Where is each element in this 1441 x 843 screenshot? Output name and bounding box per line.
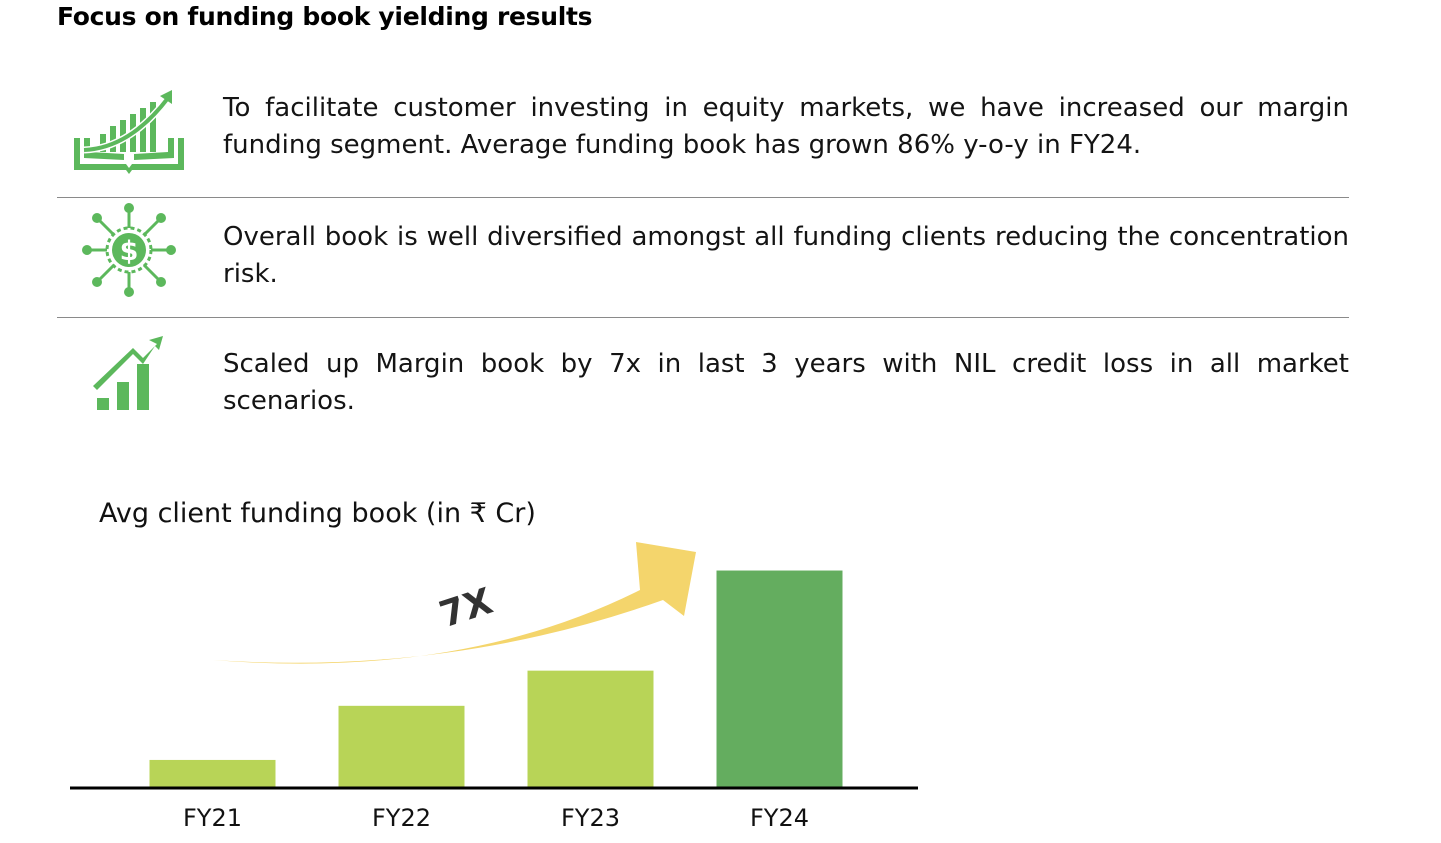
growth-book-icon [69,88,189,178]
svg-text:$: $ [120,236,139,267]
x-tick-label: FY24 [750,804,809,832]
divider [57,317,1349,318]
point-growth: To facilitate customer investing in equi… [57,88,1349,188]
bar-growth-arrow-icon [69,329,189,419]
growth-multiple-label: 7X [435,581,498,636]
bar-fy22 [338,705,465,787]
bar-fy24 [716,570,843,787]
bar-fy23 [527,670,654,787]
x-tick-label: FY21 [183,804,242,832]
point-scaled-up: Scaled up Margin book by 7x in last 3 ye… [57,330,1349,430]
funding-book-chart: 7X FY21 FY22 FY23 FY24 [70,542,918,832]
page-title: Focus on funding book yielding results [57,2,593,31]
point-text: To facilitate customer investing in equi… [223,93,1349,160]
point-diversified: $ Overall book is well diversified among… [57,200,1349,315]
dollar-network-icon: $ [69,203,189,297]
point-text: Scaled up Margin book by 7x in last 3 ye… [223,349,1349,416]
growth-arrow [213,542,696,664]
x-tick-label: FY22 [372,804,431,832]
point-text: Overall book is well diversified amongst… [223,222,1349,289]
divider [57,197,1349,198]
bar-fy21 [149,759,276,787]
x-tick-label: FY23 [561,804,620,832]
chart-title: Avg client funding book (in ₹ Cr) [99,498,536,529]
